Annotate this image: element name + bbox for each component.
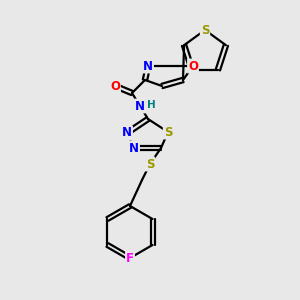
Text: N: N <box>122 127 132 140</box>
Text: N: N <box>129 142 139 154</box>
Text: N: N <box>143 59 153 73</box>
Text: O: O <box>188 59 198 73</box>
Text: S: S <box>201 23 209 37</box>
Text: N: N <box>135 100 145 112</box>
Text: H: H <box>147 100 155 110</box>
Text: S: S <box>164 125 172 139</box>
Text: O: O <box>110 80 120 92</box>
Text: S: S <box>146 158 154 170</box>
Text: F: F <box>126 251 134 265</box>
